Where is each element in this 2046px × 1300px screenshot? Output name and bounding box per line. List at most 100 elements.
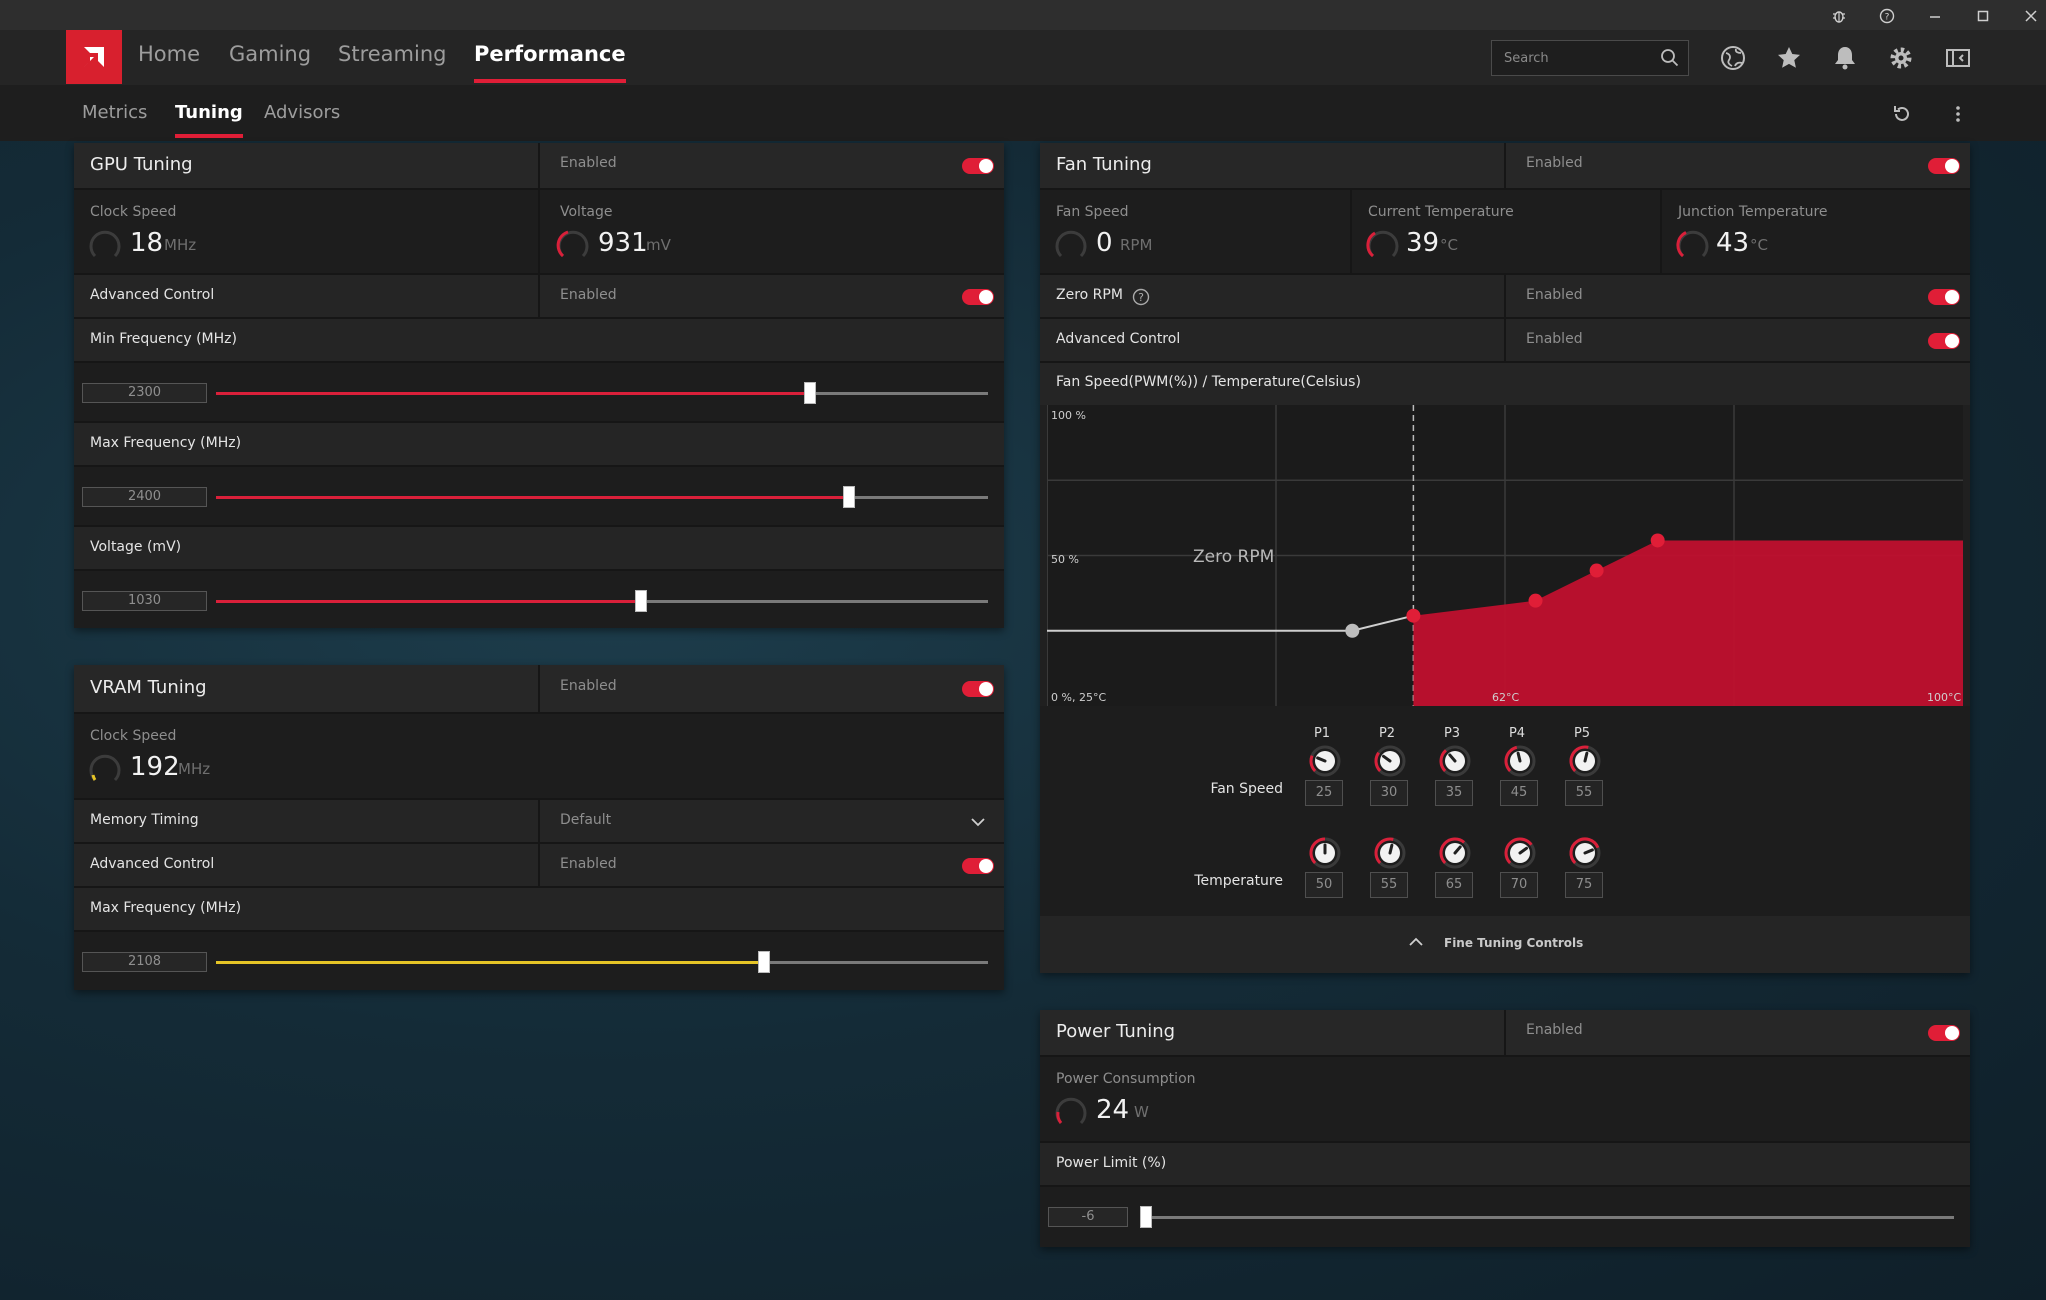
gpu-max-frequency-input[interactable]: 2400 <box>82 487 207 507</box>
chevron-up-icon[interactable] <box>1408 936 1424 948</box>
gpu-tuning-state: Enabled <box>560 155 617 171</box>
temperature-knob-p2[interactable] <box>1373 836 1407 870</box>
vram-max-frequency-slider[interactable] <box>216 951 988 973</box>
fine-tuning-toggle-row[interactable]: Fine Tuning Controls <box>1040 916 1970 973</box>
fan-speed-value-p1[interactable]: 25 <box>1305 780 1343 806</box>
power-consumption-value: 24 <box>1096 1095 1130 1125</box>
gpu-min-frequency-slider[interactable] <box>216 382 988 404</box>
fan-curve-svg[interactable] <box>1047 405 1963 706</box>
gear-icon[interactable] <box>1887 44 1915 72</box>
gpu-voltage-thumb[interactable] <box>634 590 647 612</box>
nav-tab-performance[interactable]: Performance <box>474 42 626 83</box>
temperature-knob-p1[interactable] <box>1308 836 1342 870</box>
vram-max-frequency-thumb[interactable] <box>758 951 771 973</box>
vram-clock-gauge <box>89 754 121 782</box>
vram-advanced-toggle[interactable] <box>962 858 994 874</box>
p5-label: P5 <box>1573 726 1591 741</box>
chevron-down-icon[interactable] <box>970 815 986 829</box>
vram-tuning-toggle[interactable] <box>962 681 994 697</box>
zero-rpm-toggle[interactable] <box>1928 289 1960 305</box>
power-tuning-panel: Power Tuning Enabled Power Consumption 2… <box>1040 1010 1970 1247</box>
fan-speed-knob-p2[interactable] <box>1373 744 1407 778</box>
minimize-icon[interactable] <box>1920 3 1950 27</box>
fan-advanced-state: Enabled <box>1526 331 1583 347</box>
gpu-min-frequency-input[interactable]: 2300 <box>82 383 207 403</box>
fan-speed-value-p2[interactable]: 30 <box>1370 780 1408 806</box>
search-input[interactable] <box>1492 41 1652 75</box>
reset-icon[interactable] <box>1891 103 1913 125</box>
close-icon[interactable] <box>2016 3 2046 27</box>
temperature-value-p2[interactable]: 55 <box>1370 872 1408 898</box>
fan-speed-value-p4[interactable]: 45 <box>1500 780 1538 806</box>
vram-tuning-state: Enabled <box>560 678 617 694</box>
fan-tuning-toggle[interactable] <box>1928 158 1960 174</box>
temperature-knob-p3[interactable] <box>1438 836 1472 870</box>
fan-curve-title: Fan Speed(PWM(%)) / Temperature(Celsius) <box>1056 374 1361 390</box>
nav-tab-home[interactable]: Home <box>138 42 201 66</box>
fan-curve-point-p5 <box>1650 533 1665 548</box>
search-icon[interactable] <box>1660 48 1680 68</box>
search-box[interactable] <box>1491 40 1689 76</box>
fine-tuning-controls-label[interactable]: Fine Tuning Controls <box>1444 936 1584 950</box>
temperature-value-p1[interactable]: 50 <box>1305 872 1343 898</box>
current-temperature-unit: °C <box>1440 236 1458 254</box>
help-icon[interactable]: ? <box>1872 3 1902 27</box>
subtab-metrics[interactable]: Metrics <box>82 102 148 123</box>
fan-advanced-toggle[interactable] <box>1928 333 1960 349</box>
fan-curve-point-p3 <box>1528 593 1543 608</box>
temperature-knob-p4[interactable] <box>1503 836 1537 870</box>
svg-text:?: ? <box>1885 12 1890 22</box>
fan-speed-knob-p3[interactable] <box>1438 744 1472 778</box>
nav-tab-gaming[interactable]: Gaming <box>229 42 312 66</box>
power-limit-slider[interactable] <box>1140 1206 1954 1228</box>
maximize-icon[interactable] <box>1968 3 1998 27</box>
amd-logo[interactable] <box>66 30 122 84</box>
memory-timing-label: Memory Timing <box>90 812 199 828</box>
fan-tuning-title: Fan Tuning <box>1056 154 1152 175</box>
gpu-tuning-toggle[interactable] <box>962 158 994 174</box>
gpu-max-frequency-slider[interactable] <box>216 486 988 508</box>
fan-speed-value: 0 <box>1096 228 1113 258</box>
gpu-voltage-input[interactable]: 1030 <box>82 591 207 611</box>
fan-speed-knob-p4[interactable] <box>1503 744 1537 778</box>
subtab-tuning[interactable]: Tuning <box>175 102 243 138</box>
more-options-icon[interactable] <box>1947 103 1969 125</box>
zero-rpm-state: Enabled <box>1526 287 1583 303</box>
nav-tab-streaming[interactable]: Streaming <box>338 42 447 66</box>
vram-max-frequency-input[interactable]: 2108 <box>82 952 207 972</box>
temperature-value-p4[interactable]: 70 <box>1500 872 1538 898</box>
star-icon[interactable] <box>1775 44 1803 72</box>
globe-icon[interactable] <box>1719 44 1747 72</box>
gpu-max-frequency-thumb[interactable] <box>843 486 856 508</box>
vram-advanced-state: Enabled <box>560 856 617 872</box>
fan-curve-chart[interactable]: 100 % 50 % 0 %, 25°C 62°C 100°C Zero RPM <box>1047 405 1963 706</box>
temperature-value-p5[interactable]: 75 <box>1565 872 1603 898</box>
p2-label: P2 <box>1378 726 1396 741</box>
gpu-max-frequency-label: Max Frequency (MHz) <box>90 435 242 451</box>
bell-icon[interactable] <box>1831 44 1859 72</box>
temperature-knob-p5[interactable] <box>1568 836 1602 870</box>
power-tuning-toggle[interactable] <box>1928 1025 1960 1041</box>
vram-tuning-title: VRAM Tuning <box>90 677 207 698</box>
p4-label: P4 <box>1508 726 1526 741</box>
fan-tuning-state: Enabled <box>1526 155 1583 171</box>
gpu-advanced-toggle[interactable] <box>962 289 994 305</box>
memory-timing-dropdown[interactable]: Default <box>538 800 1004 842</box>
fan-curve-point-p2 <box>1406 608 1421 623</box>
zero-rpm-help-icon[interactable]: ? <box>1132 288 1150 306</box>
power-limit-thumb[interactable] <box>1140 1206 1152 1228</box>
power-limit-input[interactable]: -6 <box>1048 1207 1128 1227</box>
fan-speed-value-p3[interactable]: 35 <box>1435 780 1473 806</box>
fan-speed-knob-p5[interactable] <box>1568 744 1602 778</box>
gpu-advanced-control-label: Advanced Control <box>90 287 215 303</box>
fan-speed-knob-p1[interactable] <box>1308 744 1342 778</box>
gpu-voltage-label: Voltage <box>560 204 613 220</box>
temperature-value-p3[interactable]: 65 <box>1435 872 1473 898</box>
sidebar-toggle-icon[interactable] <box>1944 44 1972 72</box>
bug-report-icon[interactable] <box>1824 3 1854 27</box>
gpu-min-frequency-thumb[interactable] <box>804 382 817 404</box>
gpu-voltage-slider[interactable] <box>216 590 988 612</box>
fan-speed-value-p5[interactable]: 55 <box>1565 780 1603 806</box>
sub-navigation: Metrics Tuning Advisors <box>0 85 2046 141</box>
subtab-advisors[interactable]: Advisors <box>264 102 341 123</box>
